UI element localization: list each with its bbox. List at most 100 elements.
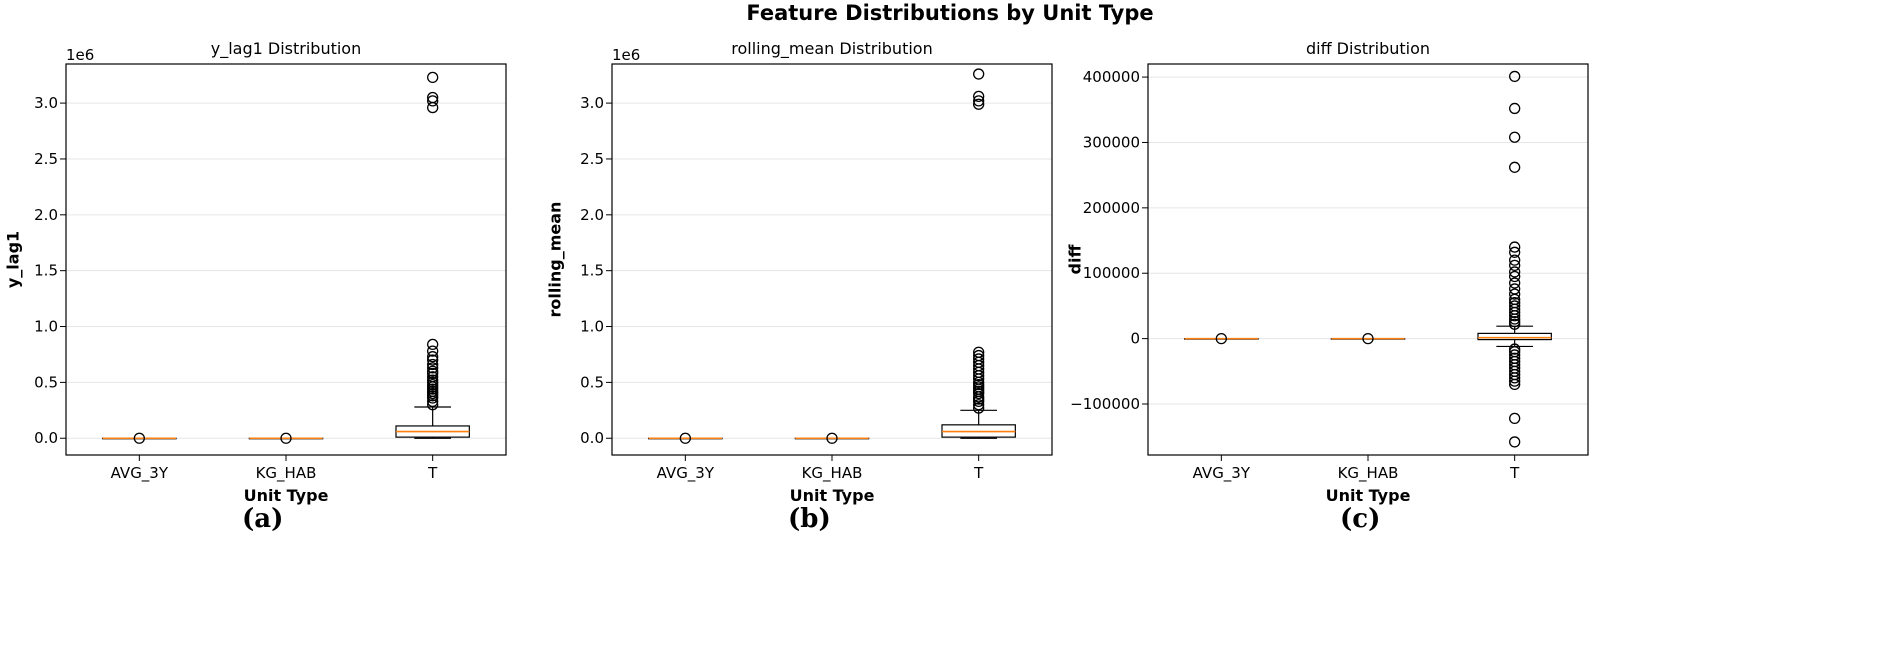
plot-frame [1147, 63, 1589, 456]
outlier-point [1509, 246, 1521, 258]
y-axis-label: rolling_mean [546, 202, 565, 318]
outlier-point [1509, 259, 1521, 272]
y-tick-label: 2.0 [580, 206, 604, 224]
chart-a: 0.0 0.5 1.0 1.5 2.0 2.5 3.0 AVG_3Y KG_HAB Ty_lag1… [4, 39, 507, 505]
outlier-point [133, 432, 145, 444]
y-tick-label: 1.0 [34, 318, 58, 336]
subplot-title: y_lag1 Distribution [211, 39, 361, 59]
outlier-point [1362, 332, 1374, 345]
outlier-point [280, 432, 292, 444]
y-tick-label: 3.0 [34, 94, 58, 112]
y-tick-label: −100000 [1070, 395, 1140, 413]
outlier-point [1509, 161, 1521, 173]
y-tick-label: 100000 [1083, 264, 1140, 282]
outlier-point [427, 365, 439, 377]
panel-caption-a: (a) [242, 504, 284, 534]
outlier-point [427, 71, 439, 84]
y-offset-label: 1e6 [66, 46, 94, 64]
outlier-point [973, 98, 985, 110]
y-tick-label: 0.5 [34, 373, 58, 391]
outlier-point [1509, 300, 1521, 312]
y-tick-label: 0.0 [34, 429, 58, 447]
outlier-point [679, 432, 691, 444]
outlier-point [1509, 102, 1521, 115]
outlier-point [1509, 270, 1521, 283]
x-tick-label: KG_HAB [256, 464, 317, 483]
subplot-title: diff Distribution [1306, 39, 1430, 58]
x-tick-label: KG_HAB [1338, 464, 1399, 483]
y-tick-label: 1.5 [580, 262, 604, 280]
x-tick-label: AVG_3Y [1193, 464, 1251, 483]
y-tick-label: 0 [1130, 330, 1140, 348]
outlier-point [1509, 288, 1521, 300]
y-tick-label: 300000 [1083, 133, 1140, 151]
box-iqr [1477, 332, 1552, 341]
outlier-point [427, 399, 439, 411]
outlier-point [427, 345, 439, 357]
outlier-point [1509, 131, 1521, 143]
outlier-point [1509, 436, 1521, 448]
outlier-point [1509, 297, 1521, 309]
y-offset-label: 1e6 [612, 46, 640, 64]
x-tick-label: AVG_3Y [657, 464, 715, 483]
figure-title: Feature Distributions by Unit Type [746, 1, 1154, 25]
outlier-point [1509, 412, 1521, 425]
y-tick-label: 2.5 [34, 150, 58, 168]
outlier-point [973, 353, 985, 365]
y-tick-label: 400000 [1083, 68, 1140, 86]
outlier-point [1509, 241, 1521, 253]
outlier-point [973, 90, 985, 103]
y-axis-label: diff [1066, 244, 1085, 275]
y-tick-label: 2.0 [34, 206, 58, 224]
outlier-point [427, 354, 439, 366]
x-tick-label: T [1509, 464, 1520, 482]
outlier-point [1509, 352, 1521, 364]
outlier-point [973, 402, 985, 414]
outlier-point [973, 95, 985, 107]
y-tick-label: 0.5 [580, 373, 604, 391]
outlier-point [427, 95, 439, 107]
x-tick-label: T [973, 464, 984, 482]
x-tick-label: KG_HAB [802, 464, 863, 483]
outlier-point [1509, 254, 1521, 266]
outlier-point [427, 374, 439, 386]
outlier-point [973, 399, 985, 411]
outlier-point [427, 351, 439, 363]
y-tick-label: 0.0 [580, 429, 604, 447]
outlier-point [973, 349, 985, 362]
outlier-point [1509, 70, 1521, 83]
outlier-point [427, 91, 439, 104]
outlier-point [1509, 283, 1521, 295]
outlier-point [427, 358, 439, 371]
x-tick-label: T [427, 464, 438, 482]
outlier-point [427, 362, 439, 374]
outlier-point [1509, 277, 1521, 289]
y-tick-label: 2.5 [580, 150, 604, 168]
chart-b: 0.0 0.5 1.0 1.5 2.0 2.5 3.0 AVG_3Y KG_HAB Trollin… [546, 39, 1053, 505]
y-tick-label: 1.5 [34, 262, 58, 280]
panel-caption-b: (b) [788, 504, 831, 534]
outlier-point [973, 68, 985, 80]
y-tick-label: 1.0 [580, 318, 604, 336]
subplot-title: rolling_mean Distribution [731, 39, 932, 59]
x-axis-label: Unit Type [244, 486, 329, 505]
outlier-point [427, 338, 439, 351]
y-tick-label: 200000 [1083, 199, 1140, 217]
outlier-point [427, 371, 439, 383]
outlier-point [1509, 343, 1521, 355]
panel-caption-c: (c) [1340, 504, 1381, 534]
x-axis-label: Unit Type [790, 486, 875, 505]
outlier-point [1215, 332, 1227, 345]
outlier-point [1509, 349, 1521, 361]
y-tick-label: 3.0 [580, 94, 604, 112]
outlier-point [826, 432, 838, 444]
outlier-point [1509, 266, 1521, 278]
x-axis-label: Unit Type [1326, 486, 1411, 505]
outlier-point [973, 346, 985, 358]
y-axis-label: y_lag1 [4, 231, 23, 288]
